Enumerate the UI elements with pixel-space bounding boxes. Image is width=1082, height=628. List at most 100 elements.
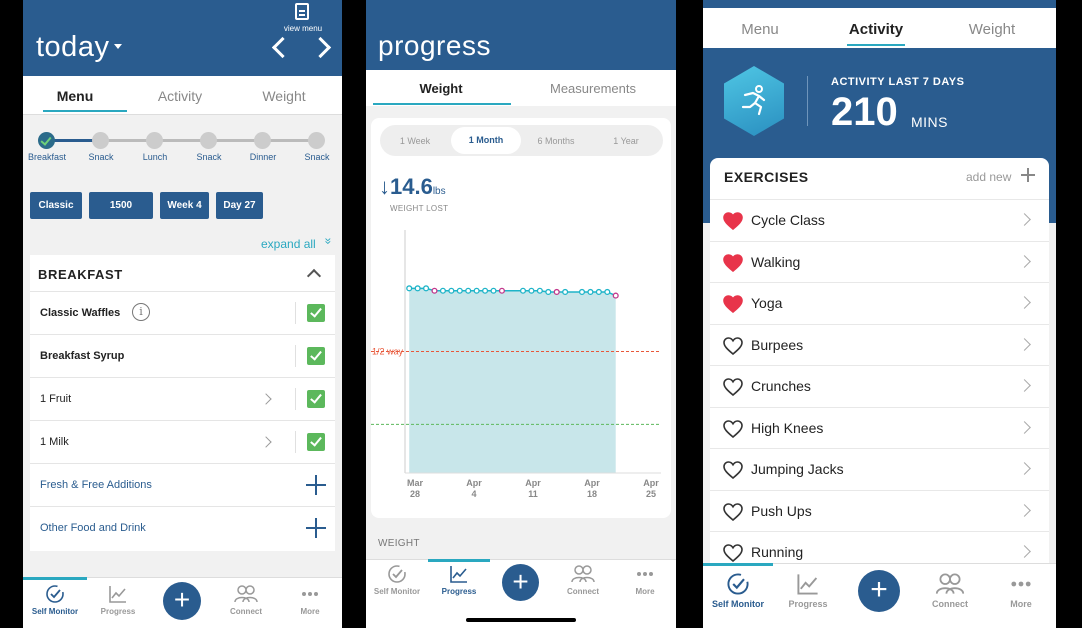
heart-filled-icon[interactable] bbox=[723, 212, 743, 230]
tab-measurements[interactable]: Measurements bbox=[550, 81, 636, 96]
tab-menu[interactable]: Menu bbox=[741, 21, 779, 38]
meal-dot-snack-3[interactable] bbox=[308, 132, 325, 149]
document-icon[interactable] bbox=[295, 3, 309, 20]
checkbox-checked-icon[interactable] bbox=[307, 347, 325, 365]
checkbox-checked-icon[interactable] bbox=[307, 390, 325, 408]
nav-more[interactable]: More bbox=[616, 564, 674, 596]
meal-dot-lunch[interactable] bbox=[146, 132, 163, 149]
chevron-right-icon[interactable] bbox=[1018, 296, 1031, 309]
expand-all-link[interactable]: expand all bbox=[261, 237, 316, 251]
range-1-week[interactable]: 1 Week bbox=[399, 136, 431, 146]
exercise-row[interactable]: Yoga bbox=[710, 282, 1049, 324]
day-chip[interactable]: Day 27 bbox=[216, 192, 263, 219]
plus-icon[interactable] bbox=[306, 475, 326, 495]
progress-screen: progress Weight Measurements 1 Week 1 Mo… bbox=[366, 0, 676, 628]
food-row-fruit[interactable]: 1 Fruit bbox=[30, 377, 335, 421]
nav-self-monitor[interactable]: Self Monitor bbox=[707, 572, 769, 609]
heart-outline-icon[interactable] bbox=[723, 502, 743, 521]
food-row-classic-waffles[interactable]: Classic Waffles i bbox=[30, 291, 335, 335]
chevron-right-icon[interactable] bbox=[1018, 337, 1031, 351]
range-1-month[interactable]: 1 Month bbox=[451, 127, 521, 154]
weight-lost-unit: lbs bbox=[432, 186, 446, 197]
exercise-row[interactable]: Push Ups bbox=[710, 489, 1049, 532]
today-title[interactable]: today bbox=[36, 31, 110, 63]
nav-progress[interactable]: Progress bbox=[779, 572, 837, 609]
tab-weight[interactable]: Weight bbox=[419, 81, 463, 96]
add-new-link[interactable]: add new bbox=[966, 170, 1012, 184]
chevron-right-icon[interactable] bbox=[309, 36, 332, 59]
plus-icon[interactable] bbox=[1021, 168, 1035, 182]
meal-dot-snack-1[interactable] bbox=[92, 132, 109, 149]
plus-icon[interactable] bbox=[306, 518, 326, 538]
heart-filled-icon[interactable] bbox=[723, 295, 743, 313]
exercise-name: Push Ups bbox=[751, 502, 812, 519]
info-icon[interactable]: i bbox=[132, 303, 150, 321]
chevron-right-icon[interactable] bbox=[1018, 213, 1031, 226]
weight-section-label: WEIGHT bbox=[378, 538, 420, 549]
add-button[interactable]: + bbox=[502, 564, 539, 601]
heart-outline-icon[interactable] bbox=[723, 461, 743, 479]
chevron-right-icon[interactable] bbox=[1018, 254, 1031, 268]
tab-activity[interactable]: Activity bbox=[848, 21, 904, 38]
nav-self-monitor[interactable]: Self Monitor bbox=[368, 564, 426, 596]
meal-dot-snack-2[interactable] bbox=[200, 132, 217, 149]
chevron-up-icon[interactable] bbox=[306, 268, 322, 284]
nav-self-monitor[interactable]: Self Monitor bbox=[25, 584, 85, 616]
exercise-row[interactable]: Running bbox=[710, 531, 1049, 573]
chevron-right-icon[interactable] bbox=[1018, 379, 1031, 392]
chevron-right-icon[interactable] bbox=[1018, 420, 1031, 434]
checkbox-checked-icon[interactable] bbox=[307, 304, 325, 322]
tab-activity[interactable]: Activity bbox=[157, 88, 203, 104]
week-chip[interactable]: Week 4 bbox=[160, 192, 209, 219]
calorie-chip[interactable]: 1500 bbox=[89, 192, 153, 219]
heart-outline-icon[interactable] bbox=[723, 419, 743, 438]
exercise-row[interactable]: Cycle Class bbox=[710, 199, 1049, 241]
chevron-right-icon[interactable] bbox=[1018, 545, 1031, 558]
range-6-months[interactable]: 6 Months bbox=[537, 136, 575, 146]
chevron-right-icon[interactable] bbox=[1018, 462, 1031, 475]
add-button[interactable]: + bbox=[858, 570, 900, 612]
connect-people-icon bbox=[234, 585, 258, 603]
data-point bbox=[528, 287, 535, 294]
exercise-row[interactable]: Crunches bbox=[710, 365, 1049, 407]
chevron-right-icon[interactable] bbox=[1018, 503, 1031, 517]
heart-outline-icon[interactable] bbox=[723, 378, 743, 396]
exercise-row[interactable]: High Knees bbox=[710, 406, 1049, 449]
nav-connect[interactable]: Connect bbox=[554, 564, 612, 596]
tab-weight[interactable]: Weight bbox=[262, 88, 306, 104]
heart-outline-icon[interactable] bbox=[723, 544, 743, 562]
progress-chart-icon bbox=[109, 586, 126, 603]
heart-outline-icon[interactable] bbox=[723, 336, 743, 355]
checkbox-checked-icon[interactable] bbox=[307, 433, 325, 451]
exercise-row[interactable]: Walking bbox=[710, 240, 1049, 283]
add-button[interactable]: + bbox=[163, 582, 201, 620]
meal-dot-breakfast[interactable] bbox=[38, 132, 55, 149]
nav-progress[interactable]: Progress bbox=[89, 584, 147, 616]
tab-menu[interactable]: Menu bbox=[56, 88, 94, 104]
chevron-left-icon[interactable] bbox=[271, 36, 294, 59]
other-food-row[interactable]: Other Food and Drink bbox=[30, 506, 335, 550]
plan-chip[interactable]: Classic bbox=[30, 192, 82, 219]
exercise-row[interactable]: Jumping Jacks bbox=[710, 448, 1049, 490]
view-menu-label[interactable]: view menu bbox=[283, 24, 323, 33]
meal-dot-dinner[interactable] bbox=[254, 132, 271, 149]
food-row-breakfast-syrup[interactable]: Breakfast Syrup bbox=[30, 334, 335, 378]
range-1-year[interactable]: 1 Year bbox=[613, 136, 639, 146]
nav-connect[interactable]: Connect bbox=[217, 584, 275, 616]
food-row-milk[interactable]: 1 Milk bbox=[30, 420, 335, 464]
chevron-right-icon[interactable] bbox=[260, 436, 272, 448]
heart-filled-icon[interactable] bbox=[723, 253, 743, 272]
chevron-right-icon[interactable] bbox=[260, 393, 272, 405]
data-point bbox=[414, 285, 421, 292]
nav-connect[interactable]: Connect bbox=[920, 572, 980, 609]
double-chevron-down-icon[interactable]: » bbox=[321, 237, 336, 245]
caret-down-icon[interactable] bbox=[114, 44, 122, 49]
tab-weight[interactable]: Weight bbox=[968, 21, 1016, 38]
nav-more[interactable]: More bbox=[281, 584, 339, 616]
tab-indicator bbox=[373, 103, 511, 105]
nav-label: Connect bbox=[230, 607, 262, 616]
fresh-free-additions-row[interactable]: Fresh & Free Additions bbox=[30, 463, 335, 507]
exercise-row[interactable]: Burpees bbox=[710, 323, 1049, 366]
nav-more[interactable]: More bbox=[991, 572, 1051, 609]
nav-progress[interactable]: Progress bbox=[430, 564, 488, 596]
